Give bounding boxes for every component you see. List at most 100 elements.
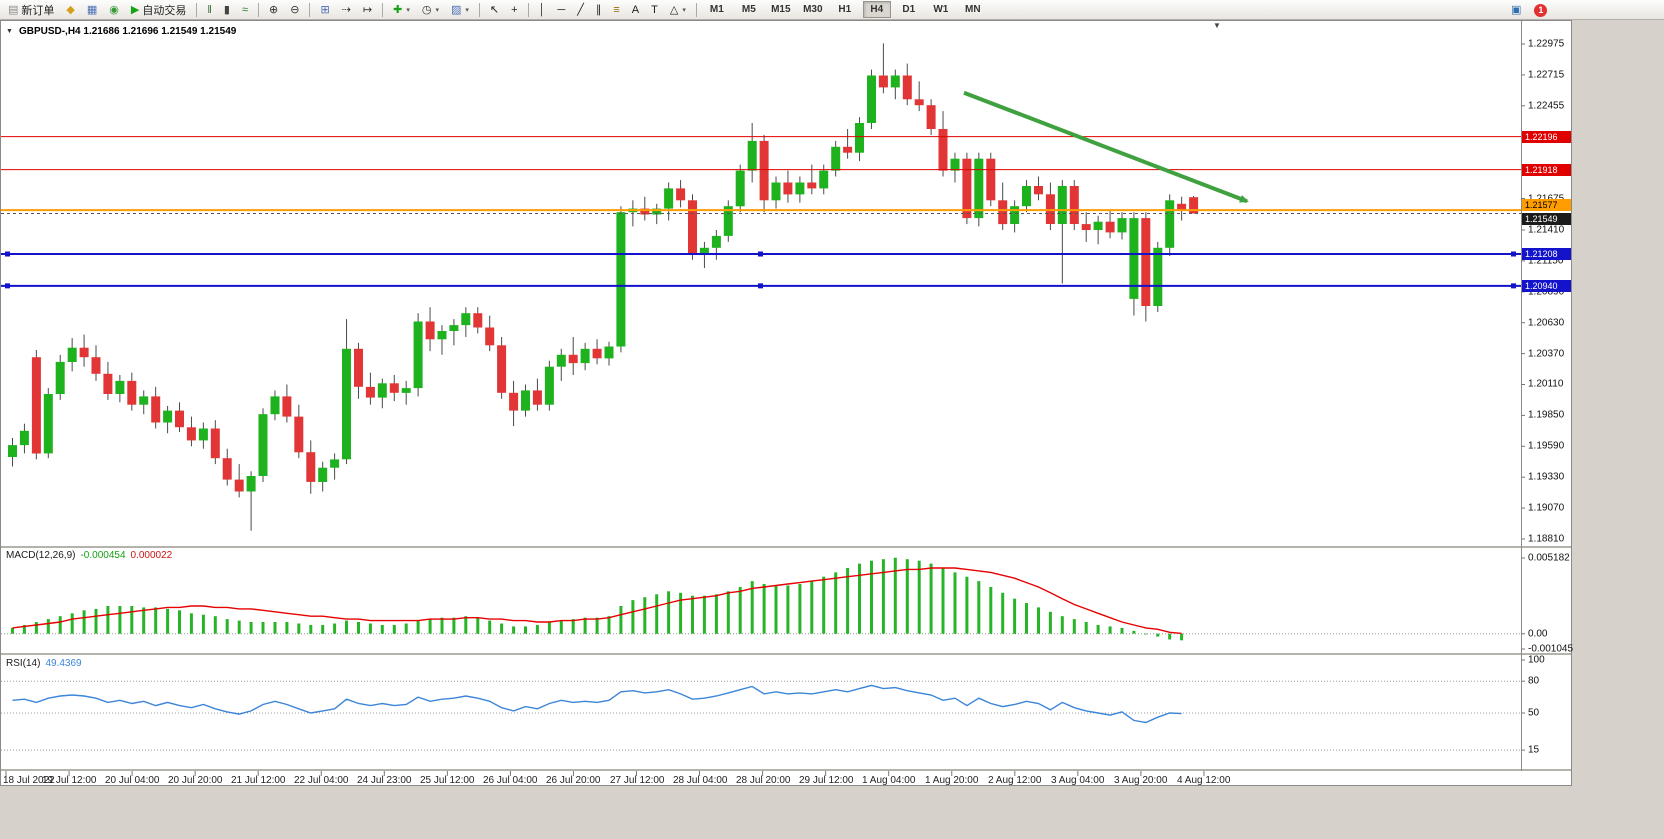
time-tick-label: 22 Jul 04:00 xyxy=(294,775,349,786)
indicators-icon[interactable]: ✚ ▾ xyxy=(388,1,415,19)
zoom-in-icon[interactable]: ⊕ xyxy=(264,1,283,19)
new-order-button-label: 新订单 xyxy=(21,4,55,17)
time-tick-label: 4 Aug 12:00 xyxy=(1177,775,1231,786)
notifications-indicator[interactable]: 1 xyxy=(1534,3,1548,17)
time-tick-label: 3 Aug 04:00 xyxy=(1051,775,1105,786)
equidistant-channel-icon[interactable]: ∥ xyxy=(591,1,607,19)
text-icon[interactable]: A xyxy=(627,1,644,19)
chart-shift-icon-glyph-icon: ↦ xyxy=(362,3,373,16)
one-click-trading-arrow[interactable]: ▼ xyxy=(6,28,13,35)
support-line-lower-handle[interactable] xyxy=(758,283,763,289)
timeframe-button-m30[interactable]: M30 xyxy=(803,4,823,15)
support-line-upper-handle[interactable] xyxy=(758,251,763,257)
charts-profile-icon[interactable]: ◆ xyxy=(61,1,79,19)
timeframe-button-m15[interactable]: M15 xyxy=(771,4,791,15)
macd-scale-label: 0.00 xyxy=(1528,628,1548,640)
timeframe-button-w1[interactable]: W1 xyxy=(933,4,949,15)
trendline-icon-glyph-icon: ╱ xyxy=(577,3,584,16)
line-chart-icon-glyph-icon: ≈ xyxy=(241,3,249,16)
price-tick-label: 1.19590 xyxy=(1528,440,1565,452)
periods-icon[interactable]: ◷ ▾ xyxy=(417,1,444,19)
macd-histogram xyxy=(11,557,1184,641)
timeframe-button-h4[interactable]: H4 xyxy=(862,1,891,18)
macd-name: MACD(12,26,9) xyxy=(6,550,76,561)
rsi-scale-label: 50 xyxy=(1528,707,1540,719)
support-line-upper-handle[interactable] xyxy=(5,251,10,257)
shapes-icon[interactable]: △ ▾ xyxy=(665,1,691,19)
pane-splitter[interactable] xyxy=(1,653,1571,655)
navigator-icon[interactable]: ◉ xyxy=(104,1,124,19)
bar-chart-icon[interactable]: ‖ xyxy=(202,1,217,19)
mql5-community-icon-glyph-icon: ▣ xyxy=(1511,4,1522,16)
line-chart-icon[interactable]: ≈ xyxy=(237,1,253,19)
time-tick-label: 21 Jul 12:00 xyxy=(231,775,286,786)
price-tick-label: 1.21150 xyxy=(1528,255,1564,267)
trendline-icon[interactable]: ╱ xyxy=(572,1,589,19)
pane-splitter[interactable] xyxy=(1,769,1571,771)
timeframe-button-d1[interactable]: D1 xyxy=(902,4,916,15)
time-axis[interactable]: 18 Jul 2022 19 Jul 12:00 20 Jul 04:00 20 Ju… xyxy=(1,772,1521,787)
auto-scroll-icon[interactable]: ⇢ xyxy=(337,1,356,19)
rsi-name: RSI(14) xyxy=(6,658,41,669)
mql5-community-icon[interactable]: ▣ xyxy=(1506,1,1526,19)
toolbar-separator xyxy=(258,2,260,17)
timeframe-button-m5[interactable]: M5 xyxy=(741,4,756,15)
toolbar-separator xyxy=(196,2,198,17)
time-tick-label: 29 Jul 12:00 xyxy=(799,775,854,786)
shapes-icon-glyph-icon: △ xyxy=(669,3,679,16)
tile-windows-icon[interactable]: ⊞ xyxy=(315,1,334,19)
horizontal-line-icon[interactable]: ─ xyxy=(552,1,570,19)
crosshair-icon[interactable]: + xyxy=(506,1,522,19)
support-line-lower-handle[interactable] xyxy=(5,283,10,289)
price-tick-label: 1.19070 xyxy=(1528,502,1565,514)
price-tick-label: 1.21675 xyxy=(1528,193,1564,204)
chart-shift-marker[interactable]: ▼ xyxy=(1213,21,1221,30)
fibonacci-icon[interactable]: ≡ xyxy=(608,1,624,19)
bar-chart-icon-glyph-icon: ‖ xyxy=(207,3,212,16)
timeframe-button-mn[interactable]: MN xyxy=(965,4,981,15)
price-tick-label: 1.21410 xyxy=(1528,224,1565,236)
new-order-button[interactable]: ▤ 新订单 xyxy=(3,1,59,19)
macd-signal-value: 0.000022 xyxy=(130,550,173,561)
rsi-indicator-label: RSI(14) 49.4369 xyxy=(6,658,82,669)
zoom-out-icon[interactable]: ⊖ xyxy=(285,1,304,19)
rsi-line xyxy=(12,684,1182,724)
cursor-icon[interactable]: ↖ xyxy=(485,1,504,19)
chart-window: ▼ GBPUSD-,H4 1.21686 1.21696 1.21549 1.2… xyxy=(0,20,1573,787)
autotrading-button[interactable]: ▶ 自动交易 xyxy=(126,1,191,19)
dropdown-caret-icon: ▾ xyxy=(435,6,439,14)
chart-canvas[interactable] xyxy=(1,21,1571,785)
price-tick-label: 1.20110 xyxy=(1528,378,1564,390)
chart-title-text: GBPUSD-,H4 1.21686 1.21696 1.21549 1.215… xyxy=(18,26,237,37)
label-icon[interactable]: T xyxy=(646,1,663,19)
chart-shift-icon[interactable]: ↦ xyxy=(358,1,377,19)
price-tick-label: 1.22455 xyxy=(1528,100,1565,112)
candlestick-chart-icon-glyph-icon: ▮ xyxy=(223,3,230,16)
support-line-upper-price-badge: 1.21208 xyxy=(1522,248,1571,260)
support-line-upper-handle[interactable] xyxy=(1511,251,1516,257)
periods-icon-glyph-icon: ◷ xyxy=(421,3,432,16)
timeframe-button-h1[interactable]: H1 xyxy=(838,4,852,15)
timeframe-button-m1[interactable]: M1 xyxy=(709,4,724,15)
candlestick-chart-icon[interactable]: ▮ xyxy=(219,1,235,19)
trend-arrow[interactable] xyxy=(963,90,1249,204)
vertical-line-icon[interactable]: │ xyxy=(534,1,551,19)
templates-icon[interactable]: ▨ ▾ xyxy=(446,1,474,19)
fibonacci-icon-glyph-icon: ≡ xyxy=(613,3,620,16)
time-tick-label: 18 Jul 2022 xyxy=(3,775,55,786)
orange-alert-line-price-badge: 1.21577 xyxy=(1522,199,1571,212)
time-tick-label: 1 Aug 04:00 xyxy=(862,775,916,786)
dropdown-caret-icon: ▾ xyxy=(682,6,686,14)
support-line-lower-handle[interactable] xyxy=(1511,283,1516,289)
macd-main-value: -0.000454 xyxy=(80,550,126,561)
market-watch-icon[interactable]: ▦ xyxy=(82,1,102,19)
rsi-scale-label: 100 xyxy=(1528,654,1545,666)
tile-windows-icon-glyph-icon: ⊞ xyxy=(320,3,330,16)
cursor-icon-glyph-icon: ↖ xyxy=(489,3,500,16)
toolbar-separator xyxy=(382,2,384,17)
pane-splitter[interactable] xyxy=(1,546,1571,548)
time-tick-label: 3 Aug 20:00 xyxy=(1114,775,1168,786)
macd-indicator-label: MACD(12,26,9) -0.000454 0.000022 xyxy=(6,550,172,561)
price-axis[interactable]: 1.22975 1.22715 1.22455 1.21675 1.21410 1.211… xyxy=(1521,21,1573,785)
